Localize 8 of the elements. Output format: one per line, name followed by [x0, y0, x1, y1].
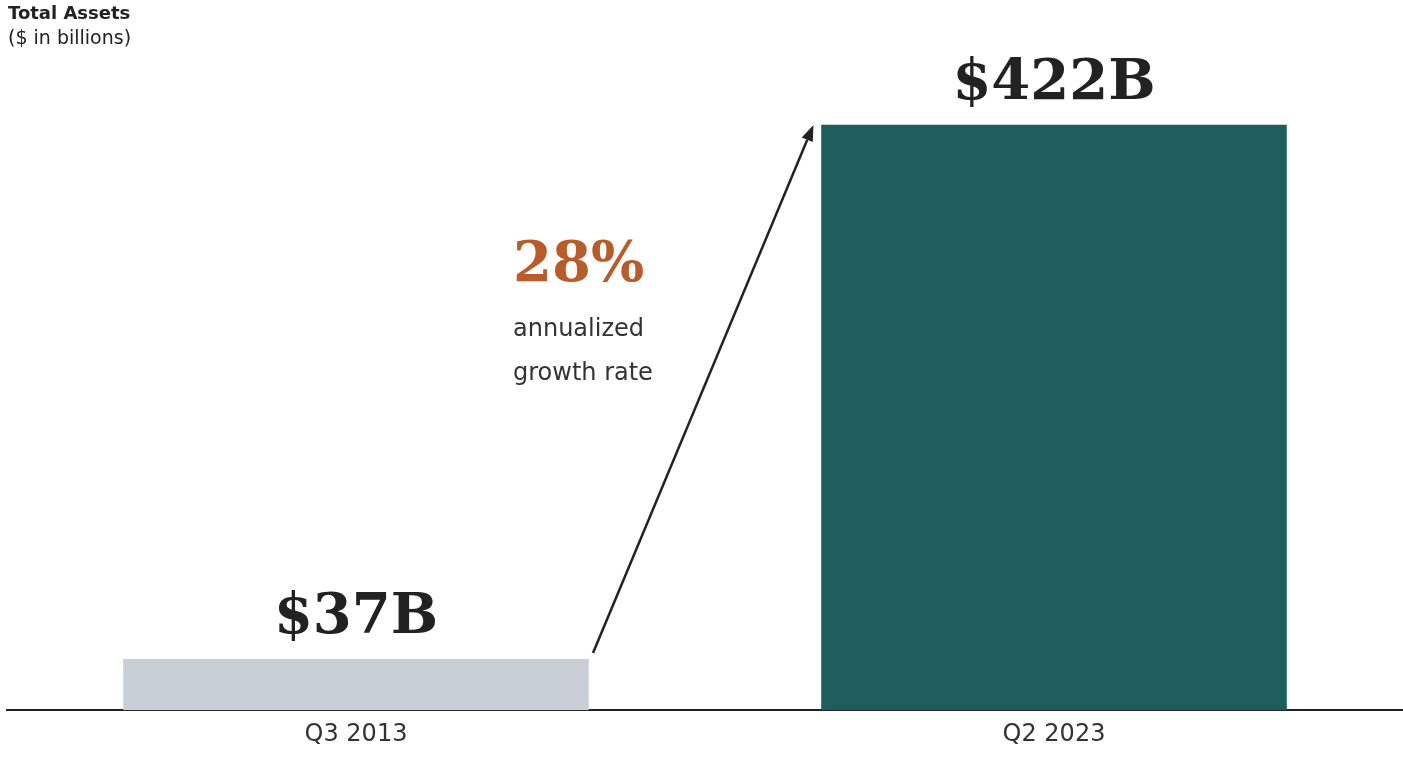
chart-subtitle: ($ in billions) — [8, 26, 132, 48]
data-label: $422B — [952, 46, 1156, 113]
x-tick-label: Q2 2023 — [1002, 718, 1106, 747]
data-label: $37B — [273, 580, 439, 647]
annotation: annualized growth rate — [513, 313, 654, 388]
annotation: 28% — [513, 228, 645, 294]
x-tick-label: Q3 2013 — [304, 718, 408, 747]
chart-title: Total Assets — [8, 2, 131, 23]
